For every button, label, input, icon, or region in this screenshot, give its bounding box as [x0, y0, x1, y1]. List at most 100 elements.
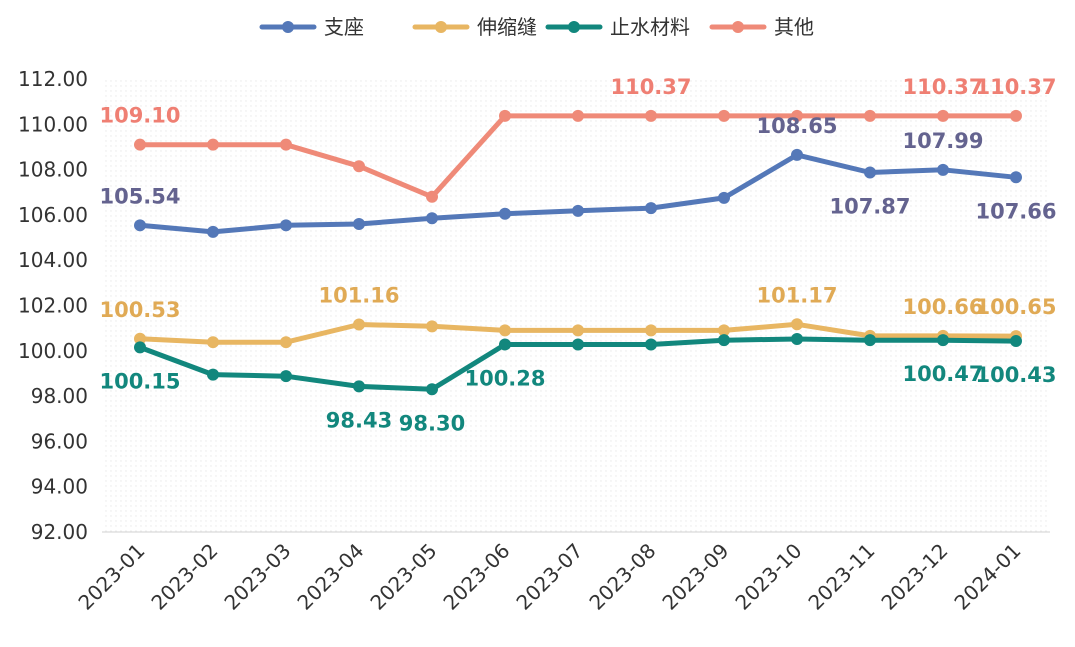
- data-point: [134, 219, 146, 232]
- data-point: [864, 166, 876, 179]
- x-tick-label: 2023-03: [219, 539, 295, 615]
- data-label: 105.54: [99, 184, 180, 208]
- data-point: [280, 336, 292, 349]
- data-label: 110.37: [902, 75, 983, 99]
- data-point: [353, 380, 365, 393]
- data-label: 101.16: [318, 284, 399, 308]
- data-point: [645, 202, 657, 215]
- data-label: 109.10: [99, 104, 180, 128]
- data-point: [718, 109, 730, 122]
- data-point: [864, 334, 876, 347]
- x-tick-label: 2023-04: [292, 539, 368, 615]
- y-tick-label: 106.00: [18, 203, 88, 227]
- y-tick-label: 92.00: [31, 520, 88, 544]
- data-point: [353, 318, 365, 331]
- y-tick-label: 104.00: [18, 248, 88, 272]
- y-tick-label: 108.00: [18, 158, 88, 182]
- y-tick-label: 100.00: [18, 339, 88, 363]
- data-label: 108.65: [756, 114, 837, 138]
- data-label: 100.65: [975, 295, 1056, 319]
- x-tick-label: 2023-05: [365, 539, 441, 615]
- data-label: 107.87: [829, 195, 910, 219]
- data-point: [499, 109, 511, 122]
- data-point: [645, 324, 657, 337]
- data-point: [207, 368, 219, 381]
- data-point: [1010, 335, 1022, 348]
- x-tick-label: 2023-08: [584, 539, 660, 615]
- data-point: [426, 212, 438, 225]
- data-point: [134, 332, 146, 345]
- data-point: [499, 324, 511, 337]
- data-point: [937, 109, 949, 122]
- x-axis: 2023-012023-022023-032023-042023-052023-…: [73, 531, 1050, 615]
- data-label: 98.43: [326, 408, 392, 432]
- y-tick-label: 102.00: [18, 294, 88, 318]
- data-point: [280, 370, 292, 383]
- legend-swatch-marker: [282, 21, 294, 33]
- data-label: 98.30: [399, 411, 465, 435]
- data-point: [645, 338, 657, 351]
- data-label: 107.99: [902, 129, 983, 153]
- data-label: 107.66: [975, 199, 1056, 223]
- y-tick-label: 112.00: [18, 67, 88, 91]
- x-tick-label: 2023-02: [146, 539, 222, 615]
- x-tick-label: 2023-10: [730, 539, 806, 615]
- x-tick-label: 2024-01: [949, 539, 1025, 615]
- data-point: [426, 320, 438, 333]
- y-tick-label: 110.00: [18, 112, 88, 136]
- data-labels: 105.54 108.65 107.87 107.99 107.66 100.53 101.…: [99, 75, 1056, 435]
- data-point: [426, 383, 438, 396]
- legend-label: 伸缩缝: [477, 15, 537, 39]
- data-point: [864, 109, 876, 122]
- data-point: [1010, 171, 1022, 184]
- data-label: 100.43: [975, 363, 1056, 387]
- data-point: [937, 163, 949, 176]
- data-point: [426, 190, 438, 203]
- data-point: [207, 225, 219, 238]
- x-tick-label: 2023-09: [657, 539, 733, 615]
- data-point: [937, 334, 949, 347]
- data-point: [572, 338, 584, 351]
- data-point: [791, 333, 803, 346]
- data-point: [1010, 109, 1022, 122]
- data-point: [134, 138, 146, 151]
- data-point: [499, 207, 511, 220]
- y-axis: 112.00 110.00 108.00 106.00 104.00 102.00 100.…: [18, 67, 88, 544]
- data-point: [645, 109, 657, 122]
- legend-label: 其他: [774, 15, 814, 39]
- x-tick-label: 2023-01: [73, 539, 149, 615]
- data-label: 100.15: [99, 369, 180, 393]
- plot-area: [102, 79, 1050, 532]
- legend-swatch-marker: [435, 21, 447, 33]
- data-point: [572, 324, 584, 337]
- data-label: 100.53: [99, 298, 180, 322]
- data-point: [718, 191, 730, 204]
- y-tick-label: 98.00: [31, 384, 88, 408]
- data-label: 110.37: [975, 75, 1056, 99]
- data-label: 101.17: [756, 283, 837, 307]
- data-point: [791, 318, 803, 331]
- x-tick-label: 2023-11: [803, 539, 879, 615]
- legend-label: 止水材料: [610, 15, 690, 39]
- legend-swatch-marker: [568, 21, 580, 33]
- data-point: [280, 219, 292, 232]
- data-point: [499, 338, 511, 351]
- data-point: [791, 148, 803, 161]
- data-point: [718, 334, 730, 347]
- data-point: [207, 336, 219, 349]
- data-point: [572, 109, 584, 122]
- x-tick-label: 2023-06: [438, 539, 514, 615]
- data-point: [353, 160, 365, 173]
- x-tick-label: 2023-12: [876, 539, 952, 615]
- legend: 支座 伸缩缝 止水材料 其他: [259, 15, 814, 39]
- series-lines: [134, 109, 1022, 396]
- y-tick-label: 96.00: [31, 429, 88, 453]
- legend-swatch-marker: [732, 21, 744, 33]
- data-point: [134, 341, 146, 354]
- data-point: [718, 324, 730, 337]
- data-point: [280, 138, 292, 151]
- data-label: 110.37: [610, 75, 691, 99]
- data-point: [572, 204, 584, 217]
- data-point: [791, 109, 803, 122]
